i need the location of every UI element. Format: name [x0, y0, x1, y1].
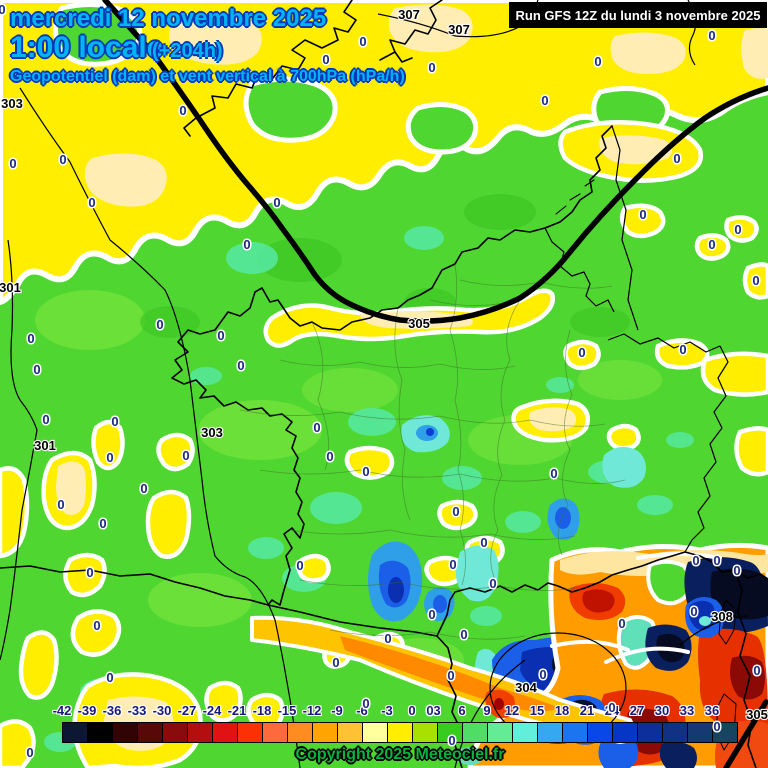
omega-color-scale: -42 -39 -36 -33 -30 -27 -24 -21 -18 -15 -12 -9 -6 -3 0… — [0, 700, 768, 746]
colorbar-tick-label: 9 — [483, 703, 491, 718]
colorbar-tick-label: 15 — [529, 703, 545, 718]
colorbar-tick-label: -12 — [302, 703, 322, 718]
colorbar-cell — [262, 722, 288, 743]
colorbar-cell — [637, 722, 663, 743]
colorbar-cell — [337, 722, 363, 743]
colorbar-cell — [237, 722, 263, 743]
map-parameter-subtitle: Geopotentiel (dam) et vent vertical à 70… — [10, 68, 405, 85]
forecast-offset-label: (+204h) — [152, 40, 223, 62]
colorbar-cell — [362, 722, 388, 743]
colorbar-cell — [487, 722, 513, 743]
colorbar-cell — [587, 722, 613, 743]
colorbar-cell — [412, 722, 438, 743]
model-run-banner: Run GFS 12Z du lundi 3 novembre 2025 — [509, 2, 767, 28]
colorbar-tick-label: 18 — [554, 703, 570, 718]
copyright-notice: Copyright 2025 Meteociel.fr — [295, 746, 505, 763]
colorbar-tick-label: -33 — [127, 703, 147, 718]
colorbar-tick-label: -15 — [277, 703, 297, 718]
country-borders — [544, 125, 729, 553]
colorbar-cell — [437, 722, 463, 743]
colorbar-cell — [62, 722, 88, 743]
colorbar-cell — [512, 722, 538, 743]
colorbar-tick-label: 21 — [579, 703, 595, 718]
colorbar-cell — [537, 722, 563, 743]
map-time-title: 1:00 locale — [10, 31, 164, 64]
colorbar-cell — [162, 722, 188, 743]
colorbar-cell — [687, 722, 713, 743]
colorbar-tick-label: 24 — [604, 703, 620, 718]
colorbar-cell — [562, 722, 588, 743]
colorbar-cell — [212, 722, 238, 743]
colorbar-cell — [712, 722, 738, 743]
colorbar-cell — [137, 722, 163, 743]
colorbar-tick-label: 3 — [433, 703, 441, 718]
colorbar-cell — [387, 722, 413, 743]
colorbar-tick-label: 27 — [629, 703, 645, 718]
colorbar-cell — [112, 722, 138, 743]
colorbar-tick-label: -42 — [52, 703, 72, 718]
contour-305-corner — [723, 699, 768, 768]
yellow-band-north — [0, 0, 768, 305]
colorbar-tick-label: -21 — [227, 703, 247, 718]
colorbar-tick-label: -30 — [152, 703, 172, 718]
colorbar-tick-label: -36 — [102, 703, 122, 718]
colorbar-tick-label: -39 — [77, 703, 97, 718]
colorbar-tick-label: 0 — [408, 703, 416, 718]
map-date-title: mercredi 12 novembre 2025 — [10, 5, 327, 32]
colorbar-cell — [187, 722, 213, 743]
colorbar-tick-label: 36 — [704, 703, 720, 718]
colorbar-tick-label: -24 — [202, 703, 222, 718]
contour-305-thick — [102, 0, 768, 324]
colorbar-tick-label: -9 — [331, 703, 343, 718]
model-run-text: Run GFS 12Z du lundi 3 novembre 2025 — [515, 7, 761, 23]
colorbar-tick-label: -6 — [356, 703, 368, 718]
colorbar-tick-label: 12 — [504, 703, 520, 718]
colorbar-cell — [662, 722, 688, 743]
colorbar-cell — [612, 722, 638, 743]
colorbar-tick-label: -27 — [177, 703, 197, 718]
colorbar-tick-label: -18 — [252, 703, 272, 718]
colorbar-tick-label: -3 — [381, 703, 393, 718]
yellow-cells — [0, 119, 768, 768]
colorbar-cell — [462, 722, 488, 743]
colorbar-tick-label: 6 — [458, 703, 466, 718]
colorbar-cell — [87, 722, 113, 743]
colorbar-cell — [287, 722, 313, 743]
colorbar-tick-label: 30 — [654, 703, 670, 718]
colorbar-tick-label: 33 — [679, 703, 695, 718]
colorbar-cell — [312, 722, 338, 743]
